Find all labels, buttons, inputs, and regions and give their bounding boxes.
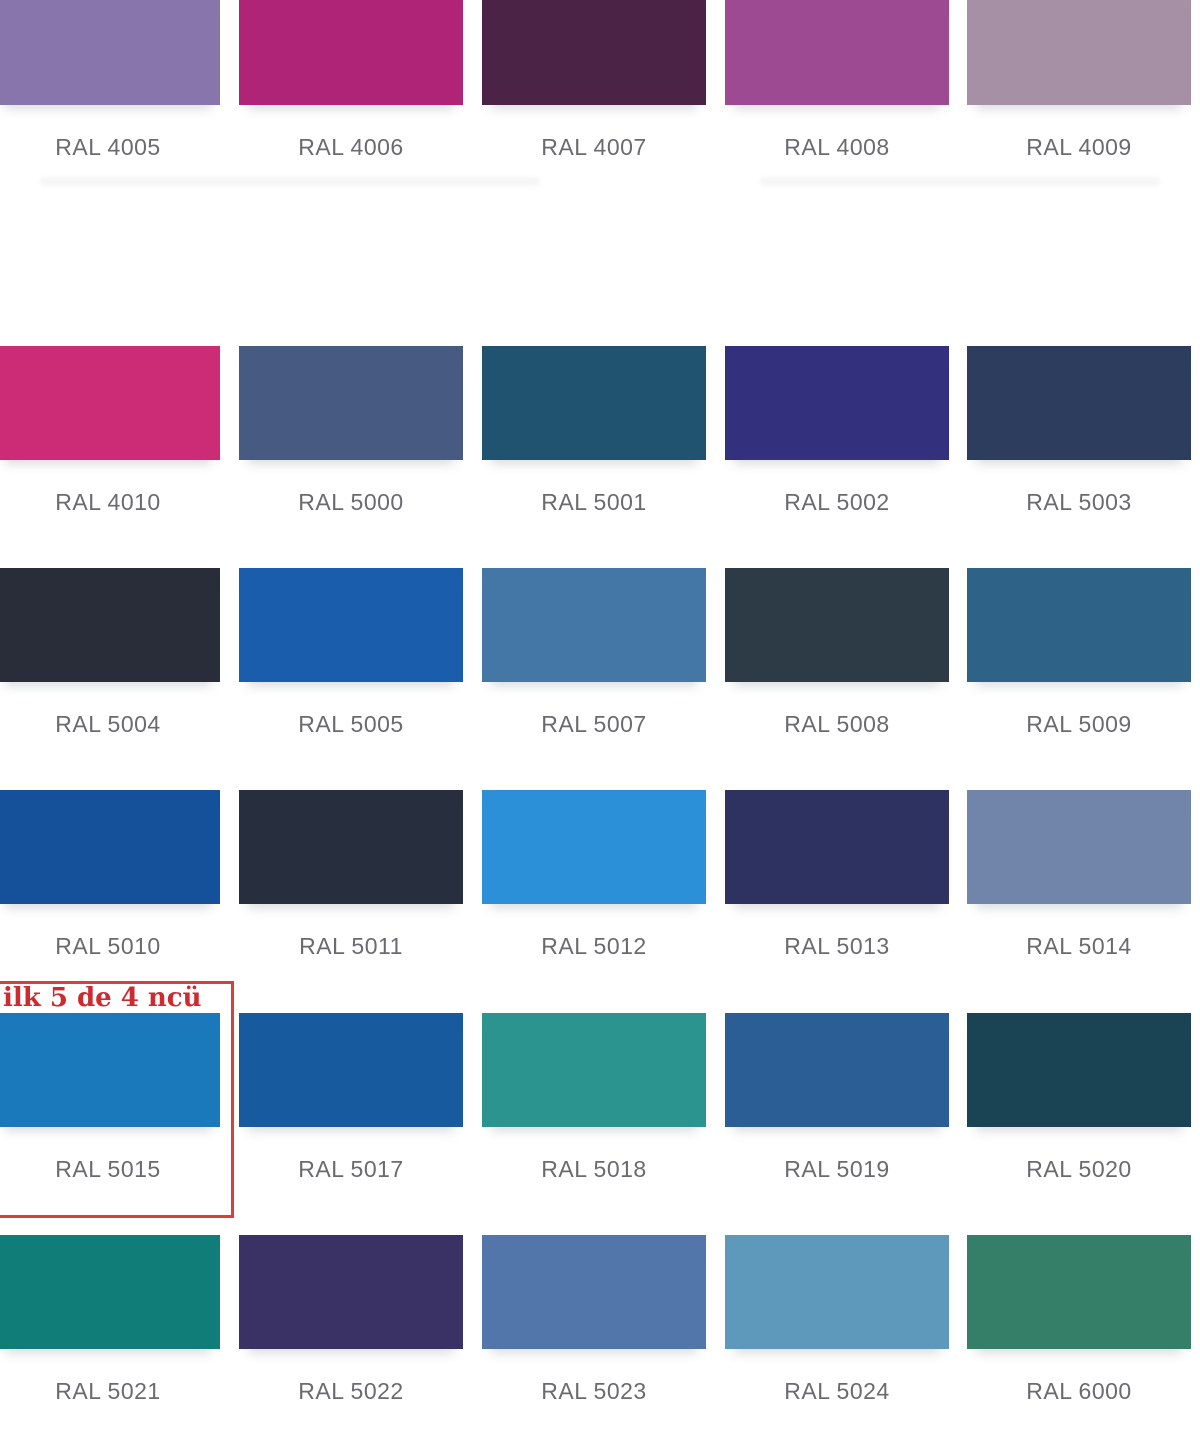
swatch-cell: RAL 5018 — [482, 1013, 706, 1213]
color-swatch — [482, 0, 706, 105]
swatch-label: RAL 5002 — [784, 489, 890, 515]
swatch-cell: RAL 4007 — [482, 0, 706, 191]
swatch-label: RAL 4005 — [55, 134, 161, 160]
swatch-cell: RAL 5020 — [967, 1013, 1191, 1213]
color-swatch — [725, 790, 949, 904]
color-swatch — [239, 1235, 463, 1349]
swatch-cell: RAL 5010 — [0, 790, 220, 990]
swatch-label: RAL 5021 — [55, 1378, 161, 1404]
color-swatch — [239, 1013, 463, 1127]
color-swatch — [482, 568, 706, 682]
color-swatch — [967, 1235, 1191, 1349]
swatch-cell: RAL 5019 — [725, 1013, 949, 1213]
swatch-cell: RAL 5023 — [482, 1235, 706, 1435]
color-swatch — [239, 346, 463, 460]
swatch-label: RAL 4008 — [784, 134, 890, 160]
color-swatch — [0, 790, 220, 904]
swatch-cell: RAL 5013 — [725, 790, 949, 990]
swatch-cell: RAL 4008 — [725, 0, 949, 191]
swatch-label: RAL 5005 — [298, 711, 404, 737]
shadow-artifact — [760, 177, 1160, 186]
color-swatch — [0, 0, 220, 105]
color-swatch — [725, 568, 949, 682]
color-swatch — [725, 346, 949, 460]
swatch-cell: RAL 6000 — [967, 1235, 1191, 1435]
color-swatch — [725, 1013, 949, 1127]
color-swatch — [967, 0, 1191, 105]
swatch-cell: RAL 5001 — [482, 346, 706, 546]
color-swatch — [239, 568, 463, 682]
color-swatch — [0, 1235, 220, 1349]
swatch-label: RAL 4009 — [1026, 134, 1132, 160]
swatch-label: RAL 5000 — [298, 489, 404, 515]
color-swatch — [0, 568, 220, 682]
color-swatch — [0, 346, 220, 460]
swatch-cell: RAL 5015 — [0, 1013, 220, 1213]
swatch-cell: RAL 5022 — [239, 1235, 463, 1435]
swatch-label: RAL 6000 — [1026, 1378, 1132, 1404]
shadow-artifact — [40, 177, 540, 186]
swatch-cell: RAL 5004 — [0, 568, 220, 768]
swatch-cell: RAL 5014 — [967, 790, 1191, 990]
color-swatch — [967, 790, 1191, 904]
color-swatch — [0, 1013, 220, 1127]
color-swatch — [482, 1235, 706, 1349]
swatch-cell: RAL 4009 — [967, 0, 1191, 191]
swatch-label: RAL 5023 — [541, 1378, 647, 1404]
swatch-cell: RAL 5009 — [967, 568, 1191, 768]
swatch-cell: RAL 5012 — [482, 790, 706, 990]
swatch-label: RAL 4006 — [298, 134, 404, 160]
swatch-cell: RAL 4010 — [0, 346, 220, 546]
color-swatch — [482, 346, 706, 460]
color-swatch — [967, 1013, 1191, 1127]
swatch-cell: RAL 5005 — [239, 568, 463, 768]
swatch-cell: RAL 5021 — [0, 1235, 220, 1435]
swatch-cell: RAL 5008 — [725, 568, 949, 768]
swatch-label: RAL 5012 — [541, 933, 647, 959]
swatch-label: RAL 5018 — [541, 1156, 647, 1182]
swatch-cell: RAL 4006 — [239, 0, 463, 191]
swatch-label: RAL 5010 — [55, 933, 161, 959]
swatch-label: RAL 5004 — [55, 711, 161, 737]
swatch-label: RAL 5014 — [1026, 933, 1132, 959]
swatch-label: RAL 5001 — [541, 489, 647, 515]
swatch-label: RAL 5024 — [784, 1378, 890, 1404]
swatch-label: RAL 5022 — [298, 1378, 404, 1404]
color-swatch — [482, 1013, 706, 1127]
color-swatch — [967, 568, 1191, 682]
swatch-label: RAL 5007 — [541, 711, 647, 737]
swatch-cell: RAL 5011 — [239, 790, 463, 990]
swatch-label: RAL 5019 — [784, 1156, 890, 1182]
swatch-label: RAL 5020 — [1026, 1156, 1132, 1182]
color-swatch — [967, 346, 1191, 460]
swatch-label: RAL 5009 — [1026, 711, 1132, 737]
swatch-label: RAL 4007 — [541, 134, 647, 160]
swatch-label: RAL 5015 — [55, 1156, 161, 1182]
color-swatch — [725, 0, 949, 105]
color-swatch — [239, 0, 463, 105]
color-swatch — [239, 790, 463, 904]
swatch-label: RAL 5013 — [784, 933, 890, 959]
swatch-label: RAL 5008 — [784, 711, 890, 737]
swatch-cell: RAL 4005 — [0, 0, 220, 191]
swatch-cell: RAL 5003 — [967, 346, 1191, 546]
swatch-cell: RAL 5002 — [725, 346, 949, 546]
swatch-label: RAL 5017 — [298, 1156, 404, 1182]
color-swatch — [725, 1235, 949, 1349]
annotation-box: ilk 5 de 4 ncü — [0, 981, 234, 1218]
swatch-label: RAL 4010 — [55, 489, 161, 515]
swatch-label: RAL 5003 — [1026, 489, 1132, 515]
swatch-cell: RAL 5017 — [239, 1013, 463, 1213]
swatch-cell: RAL 5007 — [482, 568, 706, 768]
swatch-cell: RAL 5024 — [725, 1235, 949, 1435]
color-swatch — [482, 790, 706, 904]
annotation-text: ilk 5 de 4 ncü — [3, 983, 202, 1013]
swatch-cell: RAL 5000 — [239, 346, 463, 546]
swatch-label: RAL 5011 — [299, 933, 403, 959]
